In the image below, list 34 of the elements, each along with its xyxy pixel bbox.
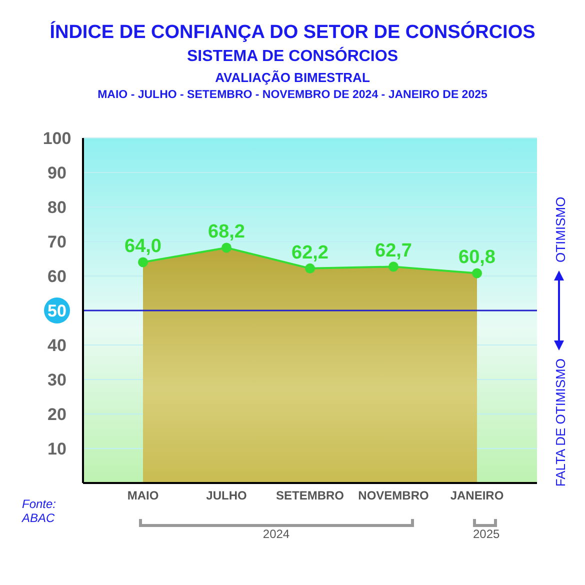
chart-title: ÍNDICE DE CONFIANÇA DO SETOR DE CONSÓRCIOS [48, 22, 536, 44]
data-label: 62,7 [375, 240, 412, 262]
point [388, 262, 398, 272]
y-tick-label: 90 [48, 164, 66, 182]
data-label: 68,2 [208, 222, 245, 243]
y-tick-label: 40 [48, 336, 66, 355]
text: MAIO - JULHO - SETEMBRO - NOVEMBRO DE 2024 - JANEIRO DE 2025 [96, 89, 488, 101]
text: 2024 [262, 527, 291, 541]
y-tick-label: 60 [48, 267, 66, 286]
text: 2025 [473, 527, 500, 541]
point [138, 257, 148, 268]
text: AVALIAÇÃO BIMESTRAL [214, 70, 371, 85]
y-tick-label: 100 [42, 129, 72, 148]
y-tick-label: 20 [48, 405, 66, 424]
point [305, 263, 315, 274]
point [222, 242, 232, 253]
y-tick-label: 50 [48, 302, 66, 320]
x-tick-label: JULHO [206, 488, 247, 503]
source-note: Fonte: ABAC [22, 497, 58, 525]
y-tick-label: 10 [48, 440, 66, 458]
data-label: 60,8 [458, 247, 496, 268]
text: FALTA DE OTIMISMO [553, 358, 568, 487]
x-tick-label: MAIO [127, 488, 159, 503]
text: OTIMISMO [553, 196, 568, 262]
data-label: 64,0 [124, 236, 162, 258]
x-tick-label: NOVEMBRO [358, 488, 429, 503]
data-label: 62,2 [292, 242, 328, 264]
point [472, 268, 482, 278]
x-tick-label: SETEMBRO [276, 488, 344, 503]
chart-subtitle: SISTEMA DE CONSÓRCIOS [186, 48, 399, 66]
y-tick-label: 80 [48, 198, 66, 217]
x-tick-label: JANEIRO [450, 488, 504, 503]
y-tick-label: 30 [48, 370, 66, 390]
y-tick-label: 70 [48, 232, 66, 252]
